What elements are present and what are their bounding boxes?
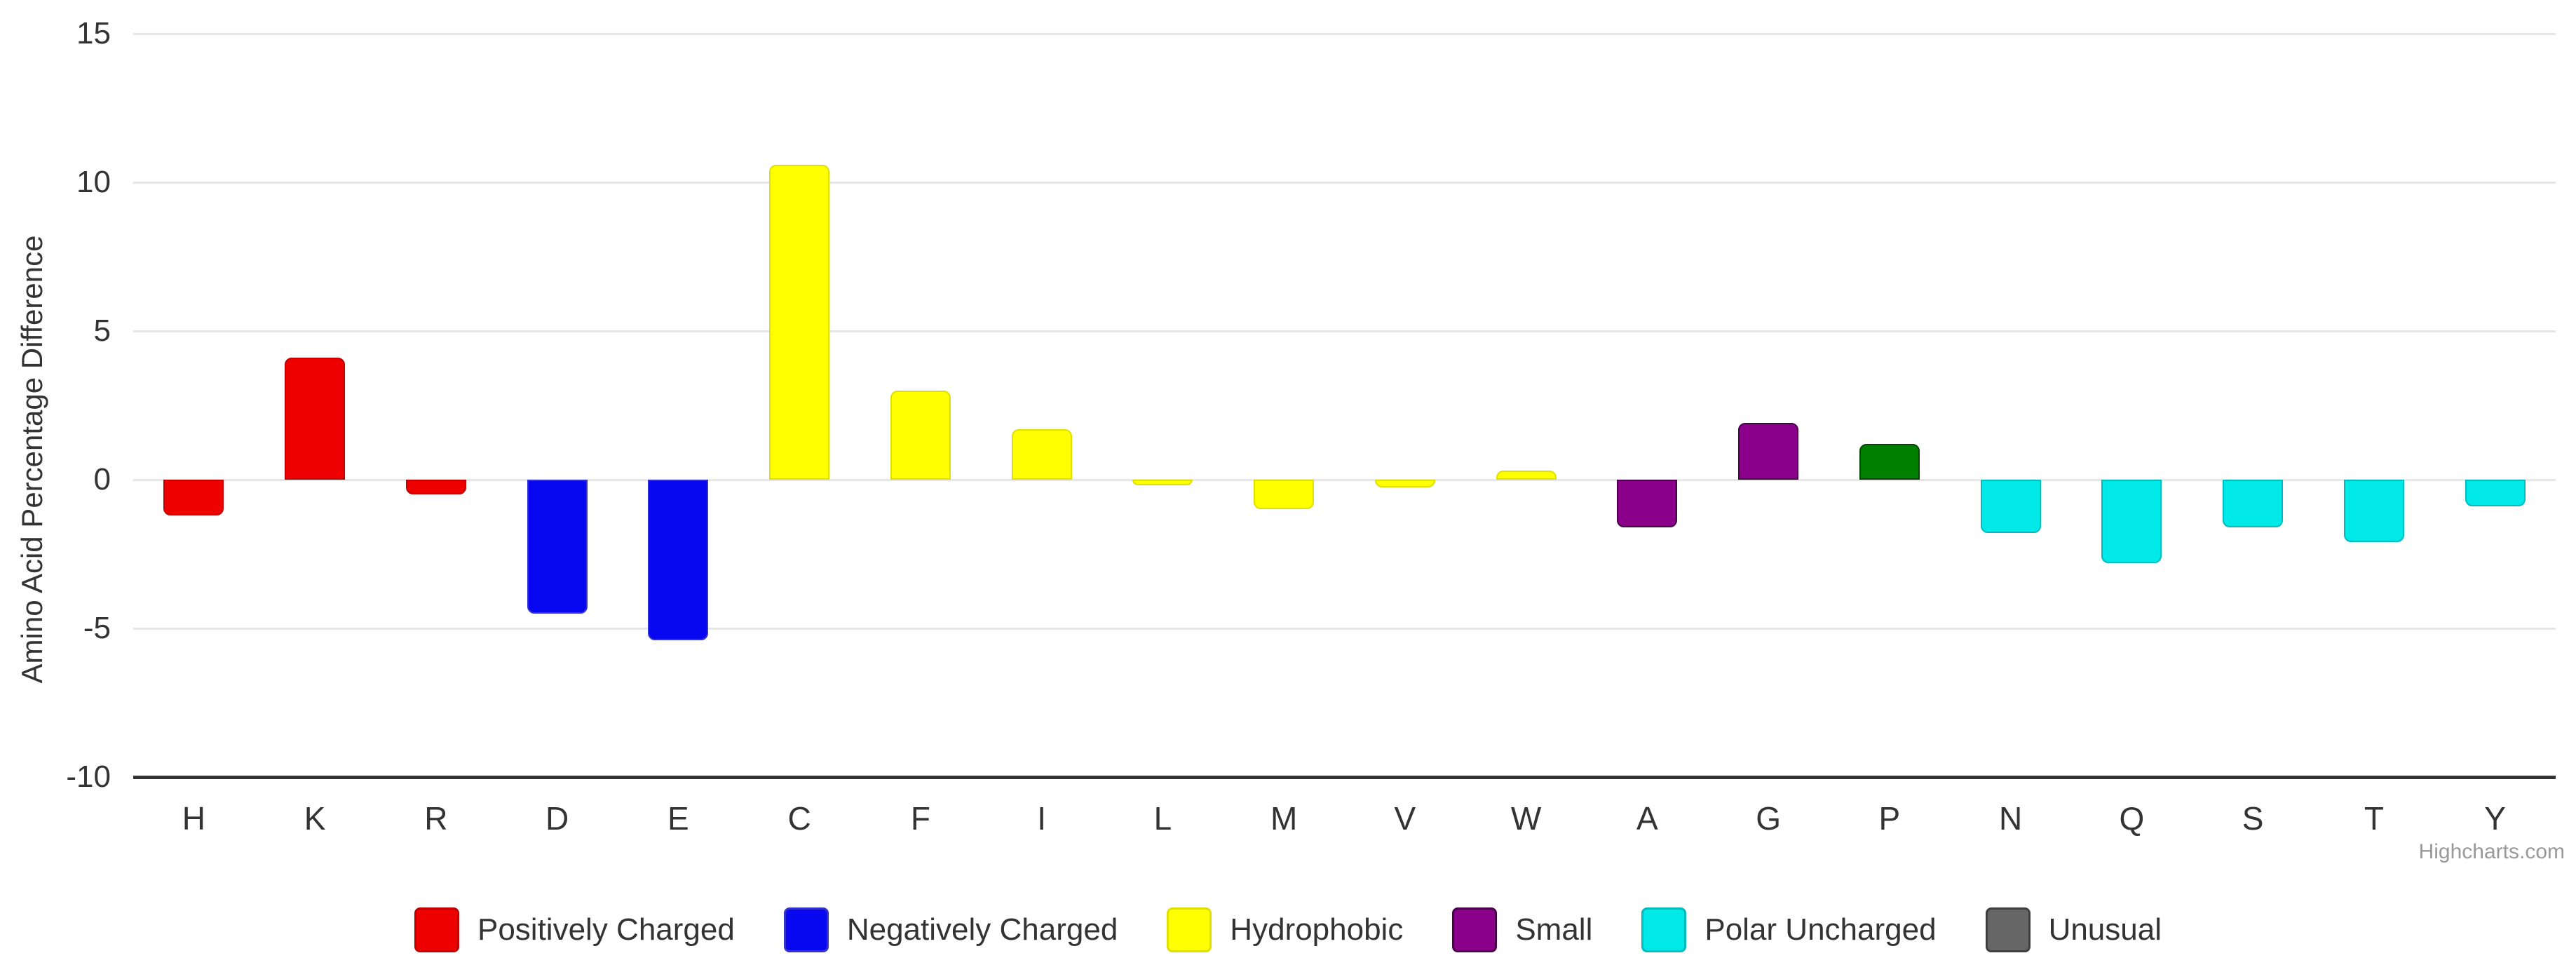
bar-C[interactable] <box>769 164 830 480</box>
legend-label: Positively Charged <box>477 912 735 947</box>
bar-K[interactable] <box>285 358 346 480</box>
x-tick-label-S: S <box>2242 800 2264 837</box>
legend-swatch-icon <box>1167 907 1212 952</box>
x-tick-label-R: R <box>424 800 448 837</box>
y-tick-label-10: 10 <box>76 165 111 199</box>
legend-item-polar-uncharged[interactable]: Polar Uncharged <box>1641 907 1937 952</box>
bar-D[interactable] <box>527 480 588 614</box>
legend-swatch-icon <box>783 907 829 952</box>
x-tick-label-L: L <box>1153 800 1172 837</box>
legend-swatch-icon <box>414 907 459 952</box>
y-tick-label--10: -10 <box>66 759 111 794</box>
x-tick-label-W: W <box>1510 800 1542 837</box>
x-tick-label-E: E <box>667 800 689 837</box>
legend-item-negatively-charged[interactable]: Negatively Charged <box>783 907 1118 952</box>
bar-Q[interactable] <box>2101 480 2162 563</box>
bar-T[interactable] <box>2343 480 2404 543</box>
legend-swatch-icon <box>1985 907 2031 952</box>
legend-swatch-icon <box>1452 907 1498 952</box>
bar-R[interactable] <box>405 480 466 495</box>
bar-N[interactable] <box>1980 480 2041 534</box>
bar-H[interactable] <box>163 480 224 515</box>
x-tick-label-M: M <box>1270 800 1298 837</box>
x-tick-label-N: N <box>1999 800 2023 837</box>
gridline-y-5 <box>133 628 2556 630</box>
x-tick-label-P: P <box>1878 800 1901 837</box>
x-tick-label-G: G <box>1756 800 1782 837</box>
x-tick-label-K: K <box>304 800 326 837</box>
bar-W[interactable] <box>1496 471 1557 480</box>
x-tick-label-A: A <box>1636 800 1658 837</box>
legend-label: Polar Uncharged <box>1704 912 1937 947</box>
legend-item-unusual[interactable]: Unusual <box>1985 907 2162 952</box>
x-tick-label-I: I <box>1037 800 1047 837</box>
gridline-y10 <box>133 182 2556 184</box>
bar-I[interactable] <box>1011 428 1072 480</box>
x-tick-label-C: C <box>787 800 811 837</box>
bar-A[interactable] <box>1617 480 1678 527</box>
x-tick-label-Y: Y <box>2484 800 2506 837</box>
bar-P[interactable] <box>1859 444 1920 480</box>
bar-M[interactable] <box>1254 480 1315 510</box>
bar-L[interactable] <box>1132 480 1193 486</box>
x-tick-label-F: F <box>910 800 930 837</box>
y-tick-label-15: 15 <box>76 16 111 50</box>
x-tick-label-H: H <box>182 800 205 837</box>
legend-label: Hydrophobic <box>1230 912 1404 947</box>
gridline-y5 <box>133 330 2556 332</box>
bar-F[interactable] <box>890 390 951 480</box>
x-tick-label-D: D <box>545 800 569 837</box>
bar-Y[interactable] <box>2465 480 2526 507</box>
y-tick-label-0: 0 <box>93 462 111 497</box>
legend-swatch-icon <box>1641 907 1687 952</box>
y-tick-label-5: 5 <box>93 313 111 348</box>
legend: Positively Charged Negatively Charged Hydr… <box>0 907 2576 952</box>
y-tick-label--5: -5 <box>83 611 111 645</box>
bar-V[interactable] <box>1374 480 1435 487</box>
legend-label: Unusual <box>2048 912 2162 947</box>
x-axis-line <box>133 776 2556 779</box>
x-tick-label-V: V <box>1394 800 1416 837</box>
bar-G[interactable] <box>1738 423 1799 480</box>
legend-label: Negatively Charged <box>846 912 1118 947</box>
legend-item-positively-charged[interactable]: Positively Charged <box>414 907 735 952</box>
x-tick-label-Q: Q <box>2119 800 2145 837</box>
x-tick-label-T: T <box>2364 800 2384 837</box>
bar-S[interactable] <box>2223 480 2284 527</box>
gridline-y0 <box>133 479 2556 481</box>
gridline-y15 <box>133 33 2556 35</box>
legend-item-small[interactable]: Small <box>1452 907 1592 952</box>
legend-item-hydrophobic[interactable]: Hydrophobic <box>1167 907 1403 952</box>
highcharts-credit[interactable]: Highcharts.com <box>2418 840 2565 863</box>
legend-label: Small <box>1515 912 1593 947</box>
bar-E[interactable] <box>648 480 709 640</box>
